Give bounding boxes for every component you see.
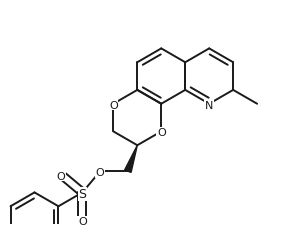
Text: N: N [205, 100, 213, 110]
Text: O: O [57, 171, 66, 181]
Text: O: O [78, 216, 87, 226]
Text: S: S [78, 188, 86, 200]
Polygon shape [125, 146, 137, 173]
Text: O: O [96, 168, 105, 178]
Text: O: O [157, 128, 166, 138]
Text: O: O [109, 100, 118, 110]
